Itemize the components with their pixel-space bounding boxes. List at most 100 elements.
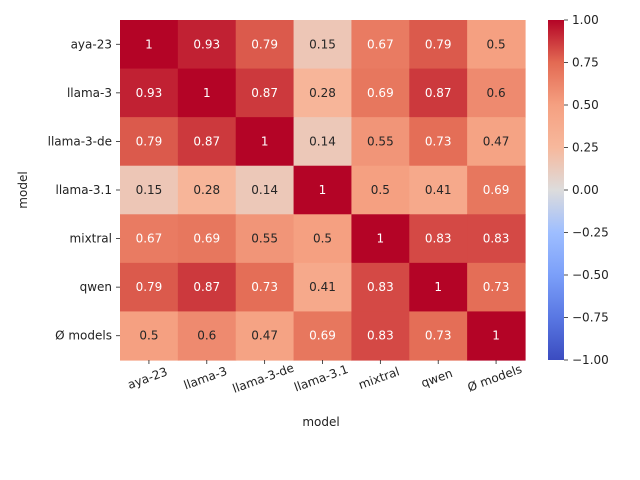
cell-value-label: 0.69 xyxy=(483,183,510,197)
heatmap-cell xyxy=(177,165,237,215)
cell-value-label: 0.5 xyxy=(487,37,506,51)
heatmap-cell xyxy=(467,262,526,313)
heatmap-cell xyxy=(351,68,410,118)
heatmap-cell xyxy=(467,20,526,70)
y-tick-label: llama-3-de xyxy=(48,134,112,148)
y-tick-label: mixtral xyxy=(70,232,112,246)
heatmap-cell xyxy=(177,311,237,361)
cell-value-label: 0.14 xyxy=(309,134,336,148)
colorbar-tick-label: 0.00 xyxy=(572,183,599,197)
heatmap-cell xyxy=(177,262,237,313)
heatmap-cell xyxy=(120,117,179,167)
heatmap-cell xyxy=(293,214,353,264)
heatmap-cell xyxy=(467,311,526,361)
cell-value-label: 0.55 xyxy=(367,134,394,148)
cell-value-label: 1 xyxy=(319,183,327,197)
colorbar xyxy=(548,20,564,360)
cell-value-label: 1 xyxy=(145,37,153,51)
heatmap-cell xyxy=(467,68,526,118)
cell-value-label: 0.87 xyxy=(193,280,220,294)
cell-value-label: 0.87 xyxy=(425,86,452,100)
x-tick-label: llama-3.1 xyxy=(292,362,350,394)
cell-value-label: 0.15 xyxy=(136,183,163,197)
cell-value-label: 0.41 xyxy=(425,183,452,197)
heatmap-cell xyxy=(351,117,410,167)
cell-value-label: 1 xyxy=(377,232,385,246)
heatmap-cell xyxy=(351,165,410,215)
heatmap-cell xyxy=(235,214,295,264)
cell-value-label: 0.69 xyxy=(193,232,220,246)
heatmap-cell xyxy=(177,214,237,264)
heatmap-cell xyxy=(235,262,295,313)
heatmap-cell xyxy=(293,20,353,70)
colorbar-tick-label: 1.00 xyxy=(572,13,599,27)
x-axis-label: model xyxy=(302,415,339,429)
heatmap-cell xyxy=(120,262,179,313)
heatmap-cell xyxy=(120,214,179,264)
colorbar-tick-label: −0.50 xyxy=(572,268,609,282)
heatmap-cell xyxy=(177,20,237,70)
x-tick-label: aya-23 xyxy=(126,365,170,392)
heatmap-cell xyxy=(409,214,468,264)
cell-value-label: 0.67 xyxy=(367,37,394,51)
y-tick-label: llama-3.1 xyxy=(56,183,112,197)
heatmap-cell xyxy=(467,117,526,167)
cell-value-label: 0.79 xyxy=(251,37,278,51)
heatmap-cell xyxy=(351,262,410,313)
heatmap-cell xyxy=(293,117,353,167)
colorbar-tick-label: −0.75 xyxy=(572,311,609,325)
cell-value-label: 0.28 xyxy=(309,86,336,100)
cell-value-label: 0.73 xyxy=(483,280,510,294)
cell-value-label: 1 xyxy=(203,86,211,100)
cell-value-label: 0.6 xyxy=(487,86,506,100)
heatmap-cell xyxy=(409,20,468,70)
cell-value-label: 0.55 xyxy=(251,232,278,246)
cell-value-label: 0.47 xyxy=(483,134,510,148)
cell-value-label: 0.79 xyxy=(425,37,452,51)
x-tick-label: qwen xyxy=(419,366,454,390)
x-tick-label: Ø models xyxy=(466,362,524,395)
heatmap-cell xyxy=(120,165,179,215)
heatmap-cell xyxy=(120,311,179,361)
heatmap-cell xyxy=(409,165,468,215)
heatmap-cell xyxy=(293,165,353,215)
heatmap-cell xyxy=(351,20,410,70)
heatmap-cell xyxy=(235,20,295,70)
heatmap-cells xyxy=(120,20,526,361)
colorbar-tick-label: 0.50 xyxy=(572,98,599,112)
cell-value-label: 1 xyxy=(261,134,269,148)
cell-value-label: 0.83 xyxy=(367,329,394,343)
heatmap-cell xyxy=(409,117,468,167)
cell-value-label: 0.5 xyxy=(371,183,390,197)
heatmap-cell xyxy=(467,165,526,215)
cell-value-label: 0.67 xyxy=(136,232,163,246)
y-tick-labels: aya-23 llama-3 llama-3-de llama-3.1 mixtral q… xyxy=(48,37,120,343)
cell-value-label: 0.83 xyxy=(367,280,394,294)
x-tick-label: llama-3 xyxy=(182,364,229,393)
colorbar-ticks: 1.00 0.75 0.50 0.25 0.00 −0.25 −0.50 −0.75 −1.00 xyxy=(564,13,609,367)
cell-value-label: 0.28 xyxy=(193,183,220,197)
cell-value-label: 0.73 xyxy=(251,280,278,294)
colorbar-tick-label: −1.00 xyxy=(572,353,609,367)
colorbar-tick-label: −0.25 xyxy=(572,226,609,240)
cell-value-label: 0.41 xyxy=(309,280,336,294)
cell-value-label: 0.93 xyxy=(193,37,220,51)
cell-value-label: 0.83 xyxy=(483,232,510,246)
cell-value-label: 1 xyxy=(492,329,500,343)
y-axis-label: model xyxy=(16,171,30,208)
cell-value-label: 0.83 xyxy=(425,232,452,246)
cell-value-label: 0.6 xyxy=(197,329,216,343)
cell-value-label: 0.47 xyxy=(251,329,278,343)
heatmap-cell xyxy=(351,214,410,264)
heatmap-cell xyxy=(120,68,179,118)
heatmap-cell xyxy=(177,68,237,118)
heatmap-cell xyxy=(177,117,237,167)
heatmap-cell xyxy=(235,311,295,361)
heatmap-cell xyxy=(351,311,410,361)
heatmap-cell xyxy=(235,68,295,118)
y-tick-label: llama-3 xyxy=(67,86,112,100)
x-tick-label: llama-3-de xyxy=(231,361,296,396)
cell-value-label: 0.73 xyxy=(425,134,452,148)
